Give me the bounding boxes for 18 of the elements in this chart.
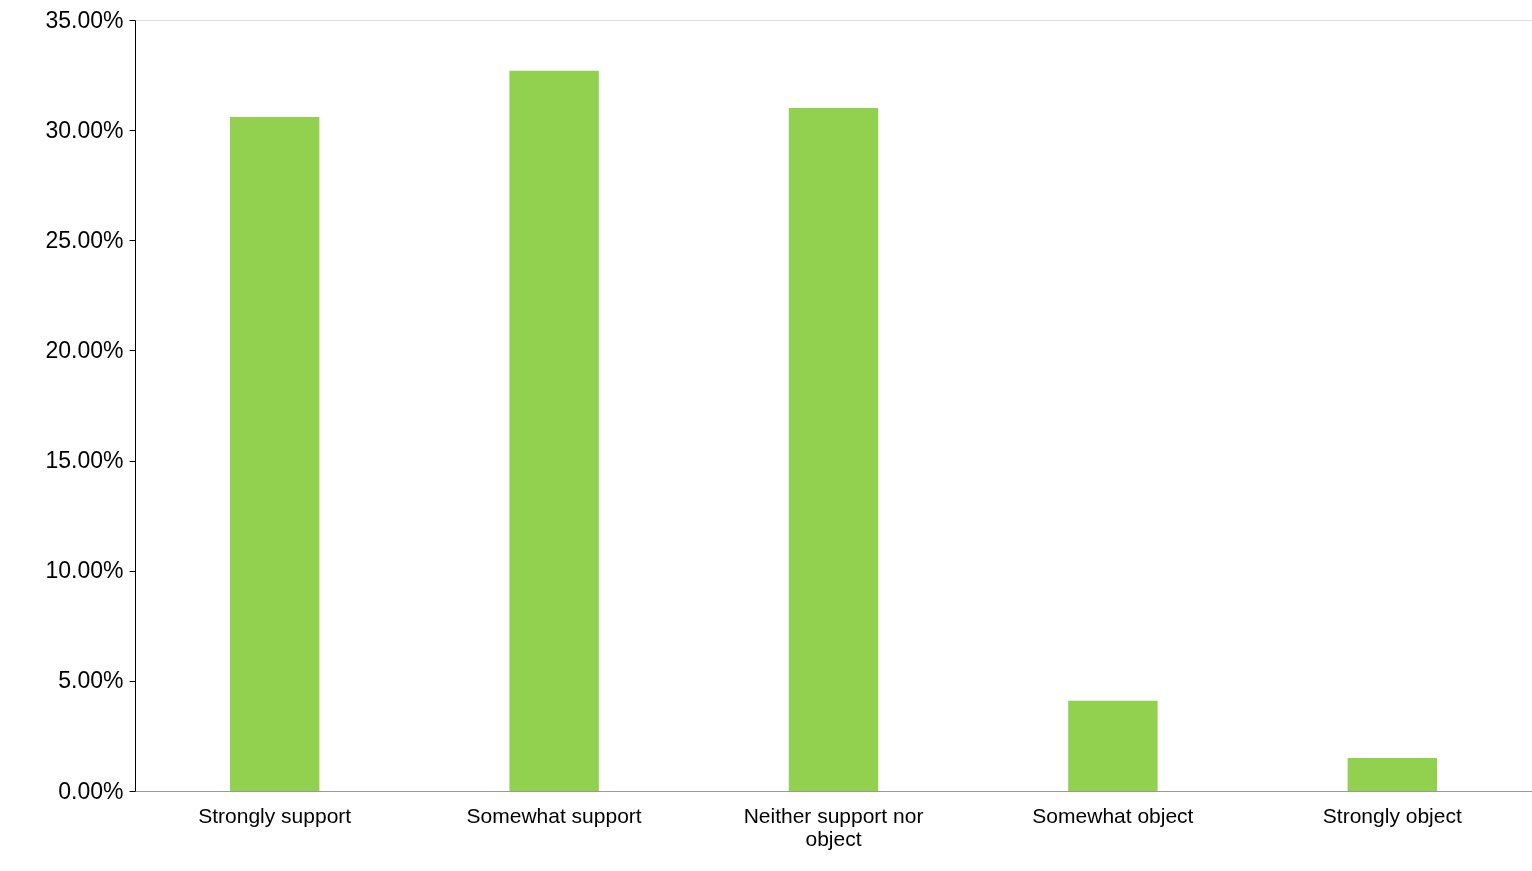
bar: [788, 108, 879, 791]
bar: [509, 70, 599, 791]
x-tick-label: Neither support nor object: [743, 803, 924, 850]
x-tick-label: Strongly support: [198, 803, 352, 827]
x-tick-label: Strongly object: [1322, 803, 1462, 827]
y-tick-label: 5.00%: [58, 667, 124, 694]
bar: [230, 116, 320, 791]
y-tick-label: 0.00%: [58, 777, 124, 804]
bar: [1347, 757, 1437, 791]
x-tick-label: Somewhat support: [466, 803, 642, 827]
y-tick-label: 30.00%: [45, 116, 124, 143]
bar: [1068, 700, 1158, 791]
y-tick-label: 25.00%: [45, 226, 124, 253]
y-tick-label: 15.00%: [45, 447, 124, 474]
y-tick-label: 35.00%: [45, 6, 124, 33]
y-tick-label: 10.00%: [45, 557, 124, 584]
x-tick-label: Somewhat object: [1032, 803, 1194, 827]
y-tick-label: 20.00%: [45, 336, 124, 363]
